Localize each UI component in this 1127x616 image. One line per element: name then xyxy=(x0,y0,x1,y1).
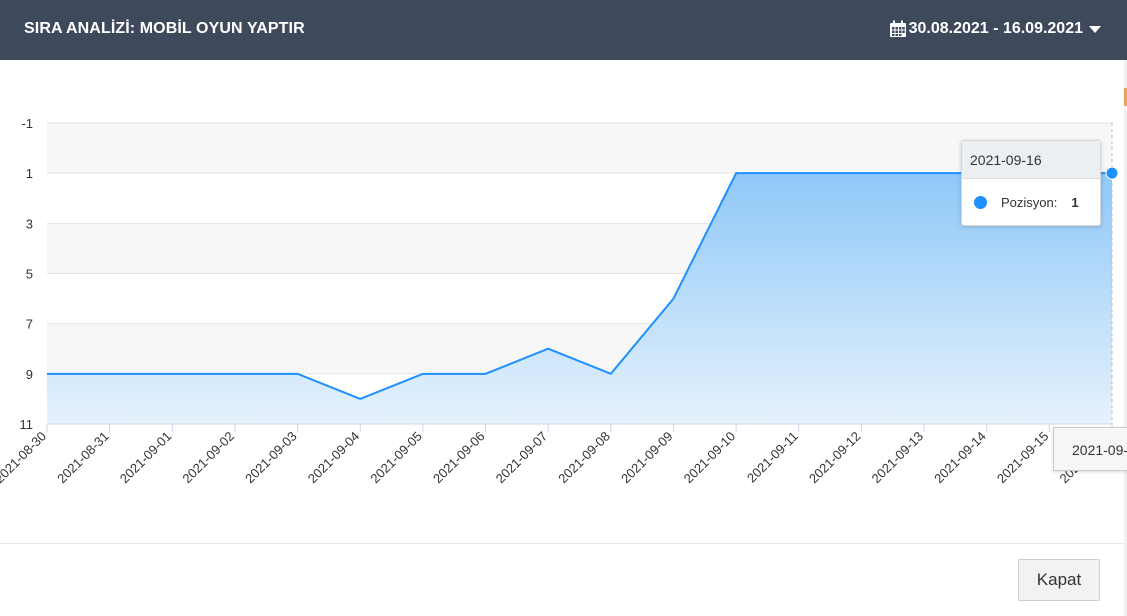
y-tick-label: 5 xyxy=(26,267,33,282)
x-tick-label: 2021-09-05 xyxy=(367,429,425,487)
x-tick-label: 2021-09-13 xyxy=(869,429,927,487)
x-tick-label: 2021-08-31 xyxy=(54,429,112,487)
x-tick-label: 2021-09-11 xyxy=(744,429,801,486)
x-tick-label: 2021-09-06 xyxy=(430,429,488,487)
x-tick-label: 2021-09-07 xyxy=(493,429,551,487)
edge-marker xyxy=(1124,88,1127,106)
chart-tooltip: 2021-09-16 Pozisyon: 1 xyxy=(961,140,1101,226)
series-area xyxy=(47,173,1112,424)
scrollbar-track xyxy=(1124,60,1127,616)
x-tick-label: 2021-09-08 xyxy=(555,429,613,487)
tooltip-label: Pozisyon: xyxy=(1001,195,1058,210)
y-tick-label: 1 xyxy=(26,166,33,181)
x-tick-label: 2021-09-12 xyxy=(806,429,864,487)
y-tick-label: -1 xyxy=(21,116,33,131)
series-dot-icon xyxy=(974,196,987,209)
x-tick-label: 2021-09-02 xyxy=(179,429,237,487)
plot-band xyxy=(47,123,1112,174)
chevron-down-icon xyxy=(1089,25,1101,33)
y-tick-label: 3 xyxy=(26,216,33,231)
date-range-text: 30.08.2021 - 16.09.2021 xyxy=(908,20,1083,37)
calendar-icon xyxy=(889,20,906,37)
x-tick-label: 2021-09-03 xyxy=(242,429,300,487)
modal-header: SIRA ANALİZİ: MOBİL OYUN YAPTIR 30.08.20… xyxy=(0,0,1127,60)
x-tick-label: 2021-09-15 xyxy=(994,429,1052,487)
close-button[interactable]: Kapat xyxy=(1018,559,1100,601)
series-line xyxy=(47,172,1112,400)
modal-title: SIRA ANALİZİ: MOBİL OYUN YAPTIR xyxy=(24,20,305,37)
hover-point[interactable] xyxy=(1105,166,1119,180)
x-tick-label: 2021-08-30 xyxy=(0,429,49,487)
x-tick-label: 2021-09-04 xyxy=(305,429,363,487)
tooltip-value: 1 xyxy=(1071,195,1079,210)
crosshair-x-label: 2021-09-16 xyxy=(1053,427,1127,471)
x-tick-label: 2021-09-14 xyxy=(931,429,989,487)
x-tick-label: 2021-09-01 xyxy=(117,429,175,487)
y-tick-label: 9 xyxy=(26,367,33,382)
tooltip-row: Pozisyon: 1 xyxy=(962,179,1100,226)
y-tick-label: 11 xyxy=(20,417,34,432)
position-chart: -1 1 3 5 7 9 11 2021-08-30 2021-08-31 2021-09-01… xyxy=(0,116,1119,487)
tooltip-date: 2021-09-16 xyxy=(962,141,1100,179)
x-tick-label: 2021-09-09 xyxy=(618,429,676,487)
y-tick-label: 7 xyxy=(26,317,33,332)
x-tick-label: 2021-09-10 xyxy=(681,429,739,487)
date-range-picker[interactable]: 30.08.2021 - 16.09.2021 xyxy=(889,20,1101,38)
footer-divider xyxy=(0,543,1124,544)
